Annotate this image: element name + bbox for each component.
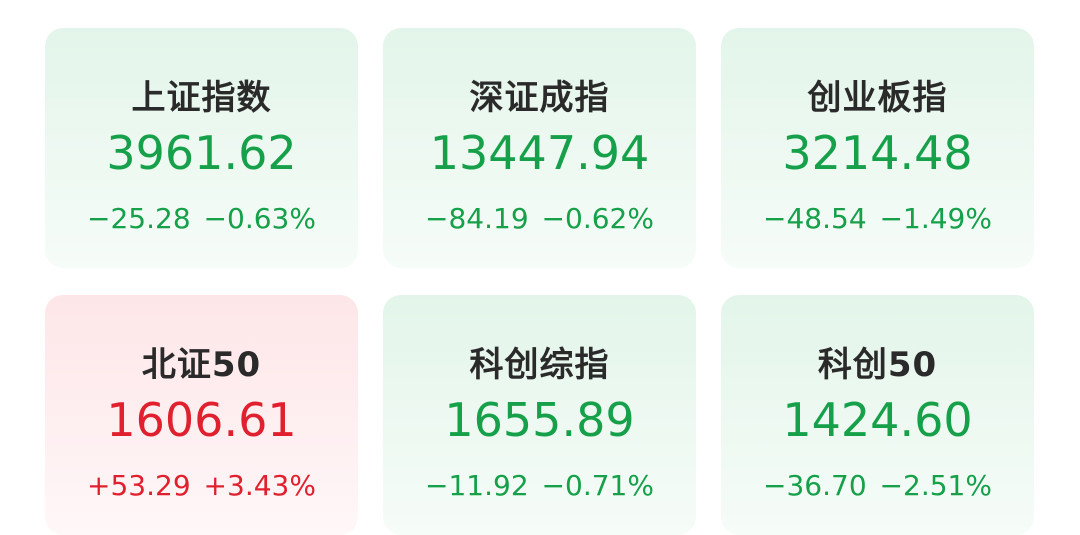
index-value: 1606.61 — [106, 393, 297, 447]
change-points: −36.70 — [763, 469, 867, 502]
index-card-chinext[interactable]: 创业板指 3214.48 −48.54 −1.49% — [721, 28, 1034, 268]
change-points: −25.28 — [87, 202, 191, 235]
change-percent: −2.51% — [879, 469, 992, 502]
change-points: −48.54 — [763, 202, 867, 235]
change-percent: −0.63% — [203, 202, 316, 235]
index-name: 深证成指 — [469, 78, 610, 118]
change-points: +53.29 — [87, 469, 191, 502]
change-percent: −1.49% — [879, 202, 992, 235]
index-name: 科创综指 — [469, 345, 610, 385]
index-name: 科创50 — [817, 345, 938, 385]
change-percent: −0.62% — [541, 202, 654, 235]
index-card-star50[interactable]: 科创50 1424.60 −36.70 −2.51% — [721, 295, 1034, 535]
index-card-bse50[interactable]: 北证50 1606.61 +53.29 +3.43% — [45, 295, 358, 535]
index-change: −48.54 −1.49% — [721, 202, 1034, 235]
index-value: 3214.48 — [782, 126, 973, 180]
change-points: −11.92 — [425, 469, 529, 502]
index-change: −84.19 −0.62% — [383, 202, 696, 235]
index-change: −25.28 −0.63% — [45, 202, 358, 235]
index-card-star-composite[interactable]: 科创综指 1655.89 −11.92 −0.71% — [383, 295, 696, 535]
index-change: −11.92 −0.71% — [383, 469, 696, 502]
change-points: −84.19 — [425, 202, 529, 235]
index-value: 3961.62 — [106, 126, 297, 180]
change-percent: −0.71% — [541, 469, 654, 502]
index-name: 创业板指 — [807, 78, 948, 118]
index-name: 上证指数 — [131, 78, 272, 118]
index-change: −36.70 −2.51% — [721, 469, 1034, 502]
index-name: 北证50 — [141, 345, 262, 385]
index-card-szse[interactable]: 深证成指 13447.94 −84.19 −0.62% — [383, 28, 696, 268]
change-percent: +3.43% — [203, 469, 316, 502]
index-change: +53.29 +3.43% — [45, 469, 358, 502]
index-value: 13447.94 — [429, 126, 650, 180]
index-value: 1655.89 — [444, 393, 635, 447]
index-card-sse[interactable]: 上证指数 3961.62 −25.28 −0.63% — [45, 28, 358, 268]
index-value: 1424.60 — [782, 393, 973, 447]
